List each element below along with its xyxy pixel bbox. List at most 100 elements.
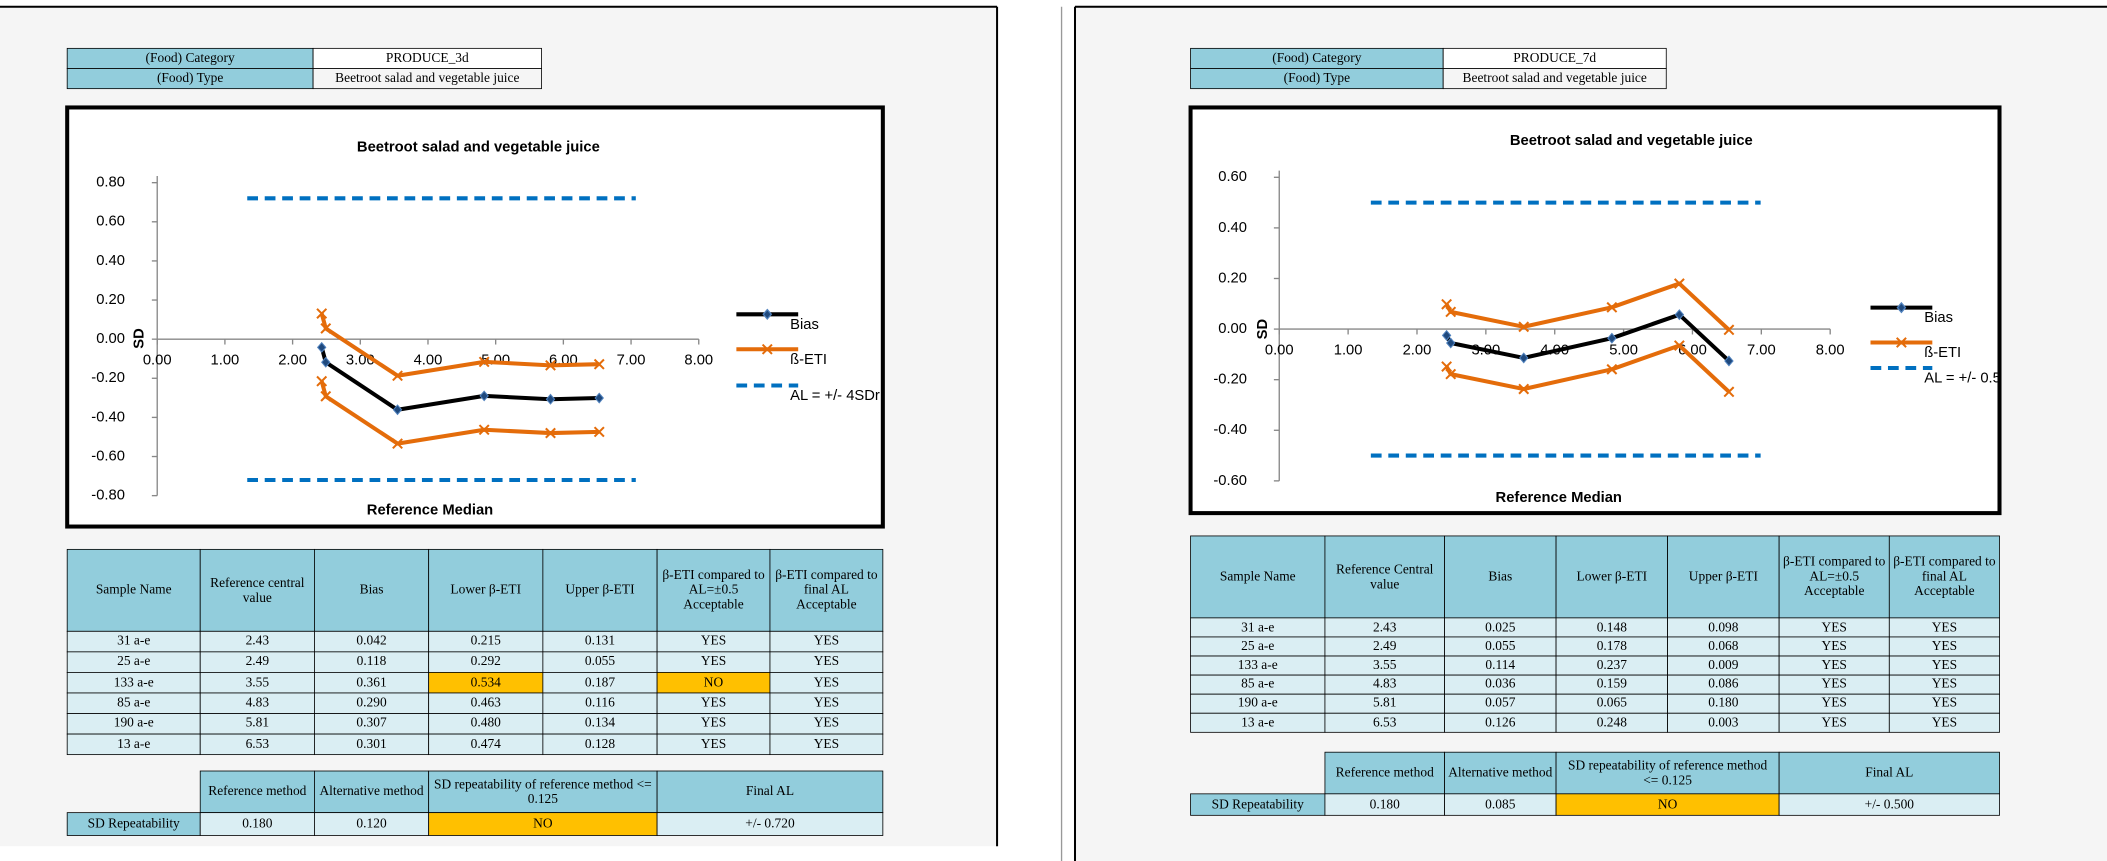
sd-header: SD repeatability of reference method <= … — [434, 777, 652, 807]
x-tick-label: 2.00 — [278, 353, 307, 369]
sd-header: Reference method — [208, 784, 307, 800]
table-cell: 85 a-e — [117, 695, 151, 711]
table-cell: 0.057 — [1485, 696, 1515, 711]
table-cell-text: 6.53 — [245, 736, 270, 752]
legend-label: ß-ETI — [790, 352, 827, 368]
sd-header-text: Final AL — [745, 784, 795, 800]
table-header-bg — [1888, 535, 2000, 619]
sd-header-text: Alternative method — [1448, 765, 1553, 781]
x-tick-label: 0.00 — [1265, 342, 1294, 358]
table-cell: 2.43 — [246, 634, 270, 649]
bias-point — [1445, 337, 1456, 349]
table-cell: 0.055 — [1485, 639, 1515, 654]
eti-point — [320, 322, 332, 334]
table-header-bg — [656, 548, 771, 632]
table-cell-text: 13 a-e — [1241, 715, 1275, 731]
table-header-bg — [66, 548, 201, 632]
table-cell: 0.301 — [356, 737, 386, 752]
sd-header-bg — [656, 770, 884, 814]
table-header: β-ETI compared to AL=±0.5 Acceptable — [1783, 554, 1886, 600]
table-cell-text: YES — [1931, 696, 1958, 712]
table-header-bg — [542, 548, 658, 632]
type-label: (Food) Type — [1284, 71, 1350, 86]
table-cell: YES — [1931, 696, 1958, 712]
category-label: (Food) Category — [146, 51, 235, 66]
table-header: Upper β-ETI — [565, 583, 634, 598]
legend-marker — [761, 343, 773, 355]
legend-label: ß-ETI — [1924, 345, 1961, 361]
eti-point — [316, 308, 328, 319]
table-cell-text: YES — [700, 736, 727, 752]
table-cell: YES — [1822, 658, 1847, 673]
table-cell-text: 133 a-e — [1237, 658, 1278, 673]
table-cell-text: 0.116 — [585, 695, 615, 711]
table-header: Lower β-ETI — [1576, 570, 1647, 585]
x-tick-label: 2.00 — [1403, 342, 1432, 358]
x-tick-label: 7.00 — [1747, 342, 1776, 358]
table-cell-text: 2.49 — [245, 654, 270, 670]
table-cell-text: 0.042 — [356, 634, 387, 649]
x-tick-label: 6.00 — [1678, 342, 1707, 358]
chart-title: Beetroot salad and vegetable juice — [357, 140, 600, 156]
table-header: Lower β-ETI — [450, 583, 521, 598]
table-cell-text: 85 a-e — [117, 695, 151, 711]
y-tick-label: 0.80 — [96, 175, 125, 191]
eti-point — [1673, 340, 1685, 351]
table-header: β-ETI compared to final AL Acceptable — [775, 568, 878, 613]
eti-point — [1518, 383, 1530, 395]
sd-cell-text: +/- 0.500 — [1864, 797, 1915, 812]
table-cell: 0.042 — [356, 634, 387, 649]
table-cell: 0.480 — [471, 716, 501, 731]
table-cell-text: 5.81 — [245, 716, 270, 732]
table-cell: 190 a-e — [1238, 696, 1278, 711]
sd-cell: +/- 0.720 — [745, 817, 794, 832]
sd-cell: 0.180 — [1370, 797, 1400, 812]
sd-cell: NO — [1657, 797, 1678, 812]
table-cell: 0.086 — [1708, 677, 1738, 692]
bias-point — [545, 393, 556, 405]
table-cell-text: YES — [1931, 658, 1958, 673]
series-line — [319, 380, 600, 446]
table-cell-text: YES — [700, 654, 727, 670]
table-cell-text: YES — [700, 716, 727, 732]
sd-header-bg — [1444, 751, 1557, 795]
table-cell: YES — [701, 696, 726, 711]
table-cell: 0.065 — [1597, 696, 1627, 711]
sd-header: Alternative method — [1448, 765, 1553, 781]
table-cell: 0.178 — [1597, 639, 1627, 654]
table-header-text: Sample Name — [95, 582, 172, 598]
table-cell-text: 25 a-e — [1241, 639, 1275, 654]
table-cell: 0.118 — [357, 655, 387, 670]
table-cell: YES — [814, 696, 839, 711]
table-cell: 6.53 — [1373, 715, 1397, 730]
bias-point — [321, 356, 331, 368]
table-header-text: β-ETI compared to AL=±0.5 Acceptable — [1783, 554, 1886, 600]
type: Beetroot salad and vegetable juice — [335, 71, 519, 86]
table-cell-text: YES — [813, 716, 840, 732]
y-tick-label: 0.20 — [96, 292, 125, 308]
sd-cell-text: NO — [1657, 797, 1678, 812]
table-cell: 0.463 — [471, 696, 501, 711]
sd-header: Reference method — [1335, 765, 1434, 781]
sd-header-text: Reference method — [208, 784, 307, 800]
table-cell: 0.134 — [585, 716, 615, 731]
table-cell-text: 0.036 — [1485, 677, 1516, 693]
table-cell-text: 0.187 — [584, 675, 616, 691]
bias-point — [316, 341, 327, 353]
sd-header-text: Reference method — [1335, 765, 1434, 781]
table-header-text: β-ETI compared to final AL Acceptable — [775, 568, 878, 613]
x-tick-label: 7.00 — [617, 353, 646, 369]
table-cell-text: YES — [1931, 715, 1958, 731]
y-axis-label: SD — [132, 328, 148, 349]
table-cell-text: YES — [813, 654, 840, 670]
table-header-bg — [1190, 535, 1326, 619]
sd-header-bg — [428, 770, 658, 814]
table-cell: 85 a-e — [1241, 677, 1274, 692]
eti-point — [478, 424, 490, 436]
table-cell: YES — [1932, 639, 1957, 654]
sd-header: Final AL — [745, 784, 795, 800]
bias-point — [392, 404, 403, 416]
eti-point — [392, 370, 403, 382]
y-tick-label: -0.20 — [1213, 372, 1247, 388]
table-header-bg — [769, 548, 884, 632]
